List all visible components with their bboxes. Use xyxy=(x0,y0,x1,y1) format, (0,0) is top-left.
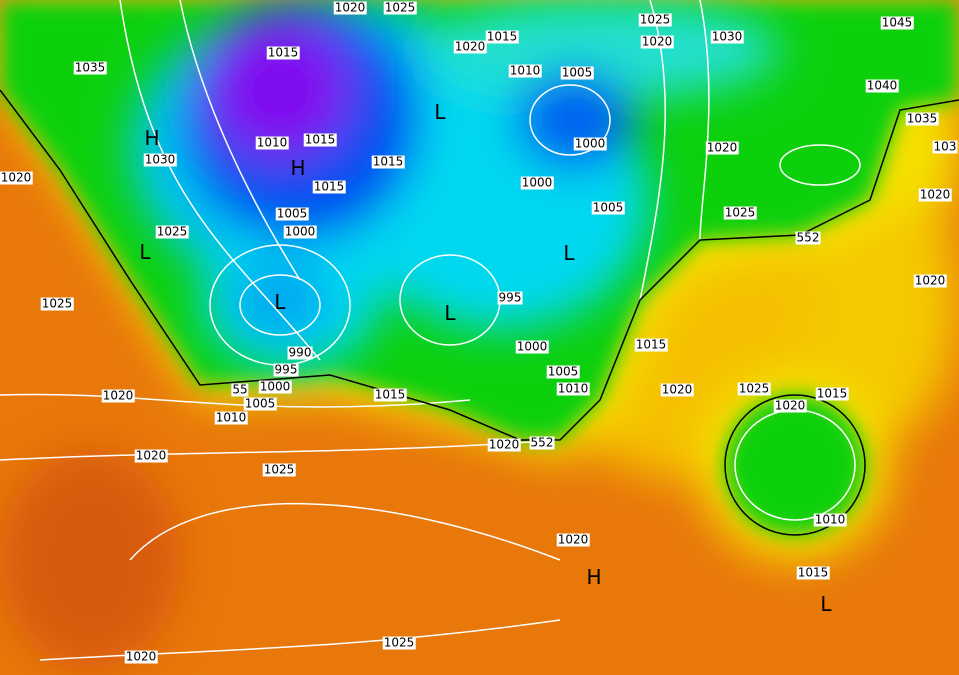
isobar-label: 1020 xyxy=(660,382,694,397)
isobar-label: 1020 xyxy=(0,170,33,185)
isobar-label: 552 xyxy=(529,435,555,450)
pressure-center-marker: H xyxy=(586,565,602,589)
isobar-label: 1045 xyxy=(880,15,914,30)
pressure-center-marker: H xyxy=(290,156,306,180)
isobar-label: 552 xyxy=(795,230,821,245)
isobar-label: 1000 xyxy=(258,379,292,394)
isobar-label: 1020 xyxy=(134,448,168,463)
isobar-label: 1005 xyxy=(243,396,277,411)
isobar-label: 1005 xyxy=(560,65,594,80)
mediterranean-low xyxy=(725,395,865,535)
isobar-label: 1010 xyxy=(508,63,542,78)
pressure-center-marker: L xyxy=(434,100,446,124)
isobar-label: 1020 xyxy=(101,388,135,403)
isobar-label: 1015 xyxy=(485,29,519,44)
isobar-label: 1020 xyxy=(913,273,947,288)
isobar-label: 1020 xyxy=(453,39,487,54)
isobar-label: 1040 xyxy=(865,78,899,93)
isobar-label: 103 xyxy=(932,139,958,154)
isobar-label: 1025 xyxy=(155,224,189,239)
isobar-label: 1025 xyxy=(638,12,672,27)
pressure-center-marker: L xyxy=(563,241,575,265)
isobar-label: 1020 xyxy=(124,649,158,664)
isobar-label: 1000 xyxy=(573,136,607,151)
isobar-label: 1005 xyxy=(546,364,580,379)
isobar-label: 1025 xyxy=(737,381,771,396)
isobar-label: 1000 xyxy=(515,339,549,354)
isobar-label: 1020 xyxy=(773,398,807,413)
isobar-label: 1015 xyxy=(266,45,300,60)
isobar-label: 1015 xyxy=(373,387,407,402)
isobar-label: 1020 xyxy=(333,0,367,15)
isobar-label: 995 xyxy=(497,290,523,305)
isobar-label: 55 xyxy=(231,382,249,397)
isobar-label: 1000 xyxy=(520,175,554,190)
isobar-label: 1000 xyxy=(283,224,317,239)
552-contour xyxy=(0,89,959,441)
isobar-label: 1010 xyxy=(813,512,847,527)
isobar-label: 1020 xyxy=(918,187,952,202)
isobar-label: 995 xyxy=(273,362,299,377)
isobar-label: 1010 xyxy=(214,410,248,425)
isobar-label: 1015 xyxy=(303,132,337,147)
isobar-label: 1035 xyxy=(73,60,107,75)
isobar-label: 1010 xyxy=(556,381,590,396)
isobar-label: 1025 xyxy=(383,0,417,15)
pressure-center-marker: L xyxy=(274,290,286,314)
isobar-label: 1030 xyxy=(710,29,744,44)
pressure-center-marker: H xyxy=(144,126,160,150)
pressure-center-marker: L xyxy=(139,240,151,264)
isobar-label: 1015 xyxy=(634,337,668,352)
isobar-label: 990 xyxy=(287,345,313,360)
isobar-label: 1030 xyxy=(143,152,177,167)
isobar-label: 1025 xyxy=(40,296,74,311)
isobar-label: 1005 xyxy=(275,206,309,221)
isobar-label: 1025 xyxy=(382,635,416,650)
pressure-center-marker: L xyxy=(820,592,832,616)
isobar-label: 1015 xyxy=(815,386,849,401)
isobar-label: 1020 xyxy=(640,34,674,49)
isobar-label: 1025 xyxy=(723,205,757,220)
isobar-label: 1010 xyxy=(255,135,289,150)
isobar-label: 1020 xyxy=(487,437,521,452)
isobar-label: 1025 xyxy=(262,462,296,477)
isobar-label: 1005 xyxy=(591,200,625,215)
pressure-center-marker: L xyxy=(444,301,456,325)
isobar-label: 1020 xyxy=(705,140,739,155)
isobar-label: 1020 xyxy=(556,532,590,547)
isobar-label: 1015 xyxy=(312,179,346,194)
isobar-label: 1035 xyxy=(905,111,939,126)
isobar-label: 1015 xyxy=(796,565,830,580)
isobar-label: 1015 xyxy=(371,154,405,169)
